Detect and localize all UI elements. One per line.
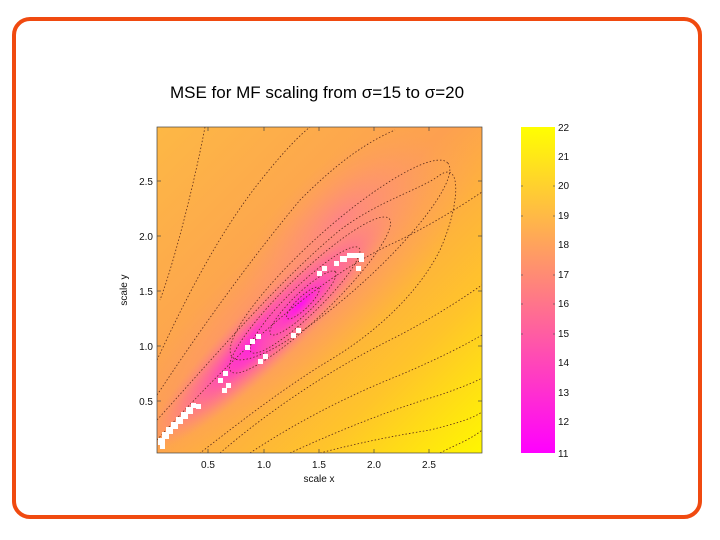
y-tick-label: 2.0	[139, 232, 153, 243]
colorbar-tick: 20	[558, 181, 570, 192]
x-axis-label: scale x	[303, 474, 334, 485]
y-tick-label: 1.0	[139, 342, 153, 353]
plot-frame	[156, 126, 483, 454]
y-tick-label: 0.5	[139, 397, 153, 408]
colorbar-tick: 14	[558, 358, 570, 369]
x-tick-label: 0.5	[201, 460, 215, 471]
chart-title: MSE for MF scaling from σ=15 to σ=20	[170, 83, 465, 102]
heatmap-plot	[157, 127, 482, 453]
y-tick-label: 2.5	[139, 177, 153, 188]
colorbar-tick: 17	[558, 270, 570, 281]
colorbar-tick: 16	[558, 299, 570, 310]
colorbar-tick: 11	[558, 449, 569, 460]
colorbar-tick: 12	[558, 417, 570, 428]
x-tick-label: 2.5	[422, 460, 436, 471]
slide-border	[12, 17, 702, 519]
colorbar-tick: 13	[558, 388, 570, 399]
y-tick-label: 1.5	[139, 287, 153, 298]
colorbar-tick: 21	[558, 152, 570, 163]
colorbar-tick: 19	[558, 211, 570, 222]
colorbar-tick: 18	[558, 240, 570, 251]
colorbar: 22 21 20 19 18 17 16 15 14 13 12 11	[521, 123, 570, 460]
y-axis-label: scale y	[119, 274, 130, 305]
x-tick-label: 1.5	[312, 460, 326, 471]
contour-lines	[157, 127, 482, 453]
x-tick-label: 1.0	[257, 460, 271, 471]
y-axis	[157, 180, 482, 402]
colorbar-tick: 22	[558, 123, 570, 134]
colorbar-tick: 15	[558, 329, 570, 340]
x-tick-label: 2.0	[367, 460, 381, 471]
x-axis	[207, 127, 430, 453]
minimum-markers	[158, 253, 364, 449]
